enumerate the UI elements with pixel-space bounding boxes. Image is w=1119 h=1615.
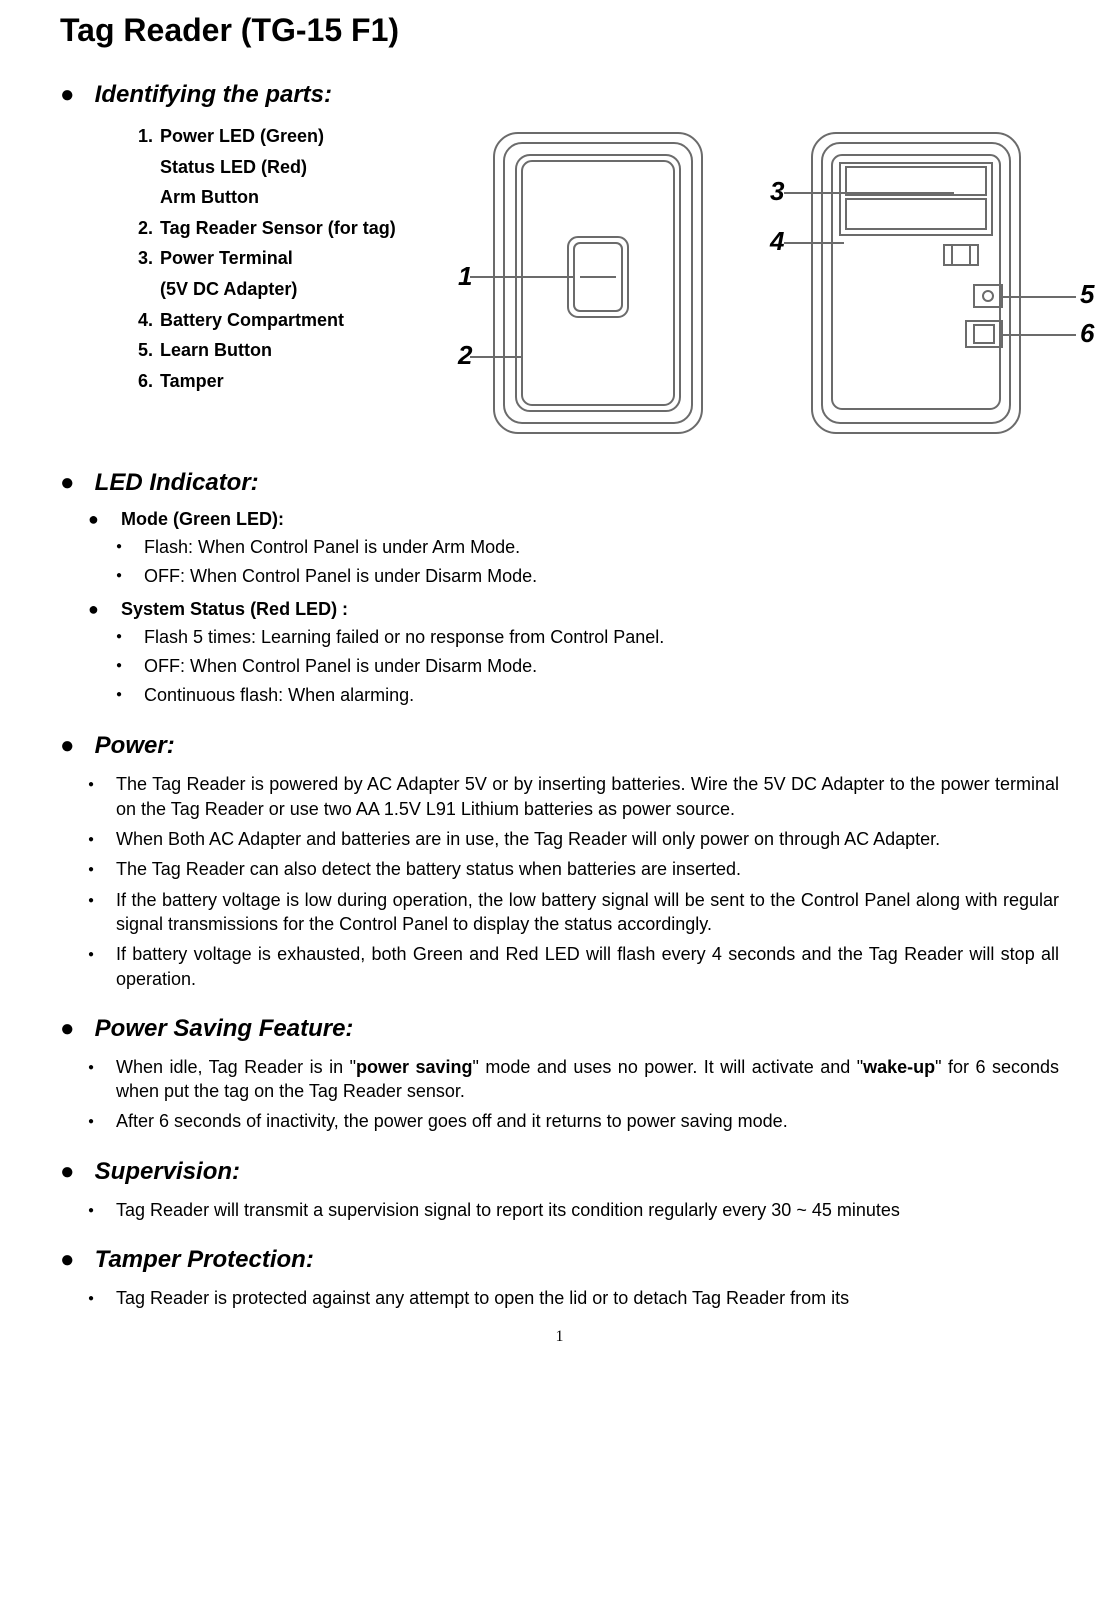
bullet-icon: ●: [116, 653, 144, 679]
power-list: ●The Tag Reader is powered by AC Adapter…: [88, 772, 1059, 990]
part-label: Power Terminal: [160, 243, 293, 274]
list-item: The Tag Reader is powered by AC Adapter …: [116, 772, 1059, 821]
part-num: 6.: [138, 366, 160, 397]
callout-5: 5: [1080, 279, 1095, 309]
device-diagram: 1 2 3 4: [414, 121, 1104, 445]
section-led-heading: ● LED Indicator:: [60, 469, 1059, 497]
section-heading-text: Tamper Protection:: [95, 1246, 314, 1273]
bullet-icon: ●: [88, 857, 116, 881]
part-label: Arm Button: [160, 182, 259, 213]
section-heading-text: Power Saving Feature:: [95, 1015, 354, 1042]
text-bold: wake-up: [863, 1057, 935, 1077]
callout-2: 2: [457, 340, 473, 370]
list-item: Flash 5 times: Learning failed or no res…: [144, 624, 664, 650]
bullet-icon: ●: [60, 1246, 88, 1274]
page-title: Tag Reader (TG-15 F1): [60, 12, 1059, 49]
back-view-icon: 3 4 5 6: [764, 125, 1104, 445]
section-powersaving-heading: ● Power Saving Feature:: [60, 1015, 1059, 1043]
status-list: ●Flash 5 times: Learning failed or no re…: [116, 624, 1059, 708]
section-power-heading: ● Power:: [60, 732, 1059, 760]
part-label: Battery Compartment: [160, 305, 344, 336]
bullet-icon: ●: [88, 827, 116, 851]
list-item: Tag Reader is protected against any atte…: [116, 1286, 849, 1310]
section-heading-text: Identifying the parts:: [95, 81, 332, 108]
callout-4: 4: [769, 226, 785, 256]
text-bold: power saving: [356, 1057, 473, 1077]
bullet-icon: ●: [60, 1158, 88, 1186]
list-item: OFF: When Control Panel is under Disarm …: [144, 563, 537, 589]
list-item: Continuous flash: When alarming.: [144, 682, 414, 708]
bullet-icon: ●: [116, 563, 144, 589]
sub-heading-text: Mode (Green LED):: [121, 509, 284, 529]
tamper-list: ●Tag Reader is protected against any att…: [88, 1286, 1059, 1310]
supervision-list: ●Tag Reader will transmit a supervision …: [88, 1198, 1059, 1222]
section-supervision-heading: ● Supervision:: [60, 1158, 1059, 1186]
bullet-icon: ●: [60, 1015, 88, 1043]
text-frag: " mode and uses no power. It will activa…: [472, 1057, 863, 1077]
bullet-icon: ●: [60, 469, 88, 497]
list-item: After 6 seconds of inactivity, the power…: [116, 1109, 788, 1133]
part-label: Learn Button: [160, 335, 272, 366]
bullet-icon: ●: [60, 81, 88, 109]
list-item: If battery voltage is exhausted, both Gr…: [116, 942, 1059, 991]
callout-6: 6: [1080, 318, 1095, 348]
list-item: OFF: When Control Panel is under Disarm …: [144, 653, 537, 679]
parts-list: 1.Power LED (Green) Status LED (Red) Arm…: [60, 121, 396, 396]
part-label: Tag Reader Sensor (for tag): [160, 213, 396, 244]
bullet-icon: ●: [88, 599, 116, 620]
sub-heading-status: ● System Status (Red LED) :: [88, 599, 1059, 620]
part-num: 3.: [138, 243, 160, 274]
part-label: (5V DC Adapter): [160, 274, 297, 305]
sub-heading-text: System Status (Red LED) :: [121, 599, 348, 619]
bullet-icon: ●: [88, 509, 116, 530]
list-item: Tag Reader will transmit a supervision s…: [116, 1198, 900, 1222]
mode-list: ●Flash: When Control Panel is under Arm …: [116, 534, 1059, 589]
section-identifying-heading: ● Identifying the parts:: [60, 81, 1059, 109]
list-item: If the battery voltage is low during ope…: [116, 888, 1059, 937]
part-num: 2.: [138, 213, 160, 244]
bullet-icon: ●: [88, 1055, 116, 1104]
bullet-icon: ●: [88, 1286, 116, 1310]
section-heading-text: Supervision:: [95, 1158, 240, 1185]
section-heading-text: LED Indicator:: [95, 469, 259, 496]
bullet-icon: ●: [60, 732, 88, 760]
part-label: Status LED (Red): [160, 152, 307, 183]
bullet-icon: ●: [88, 888, 116, 937]
bullet-icon: ●: [88, 1109, 116, 1133]
part-num: 1.: [138, 121, 160, 152]
list-item: The Tag Reader can also detect the batte…: [116, 857, 741, 881]
parts-row: 1.Power LED (Green) Status LED (Red) Arm…: [60, 121, 1059, 445]
front-view-icon: 1 2: [414, 125, 734, 445]
bullet-icon: ●: [88, 1198, 116, 1222]
bullet-icon: ●: [116, 534, 144, 560]
part-label: Power LED (Green): [160, 121, 324, 152]
list-item: When idle, Tag Reader is in "power savin…: [116, 1055, 1059, 1104]
bullet-icon: ●: [88, 942, 116, 991]
section-tamper-heading: ● Tamper Protection:: [60, 1246, 1059, 1274]
text-frag: When idle, Tag Reader is in ": [116, 1057, 356, 1077]
list-item: Flash: When Control Panel is under Arm M…: [144, 534, 520, 560]
bullet-icon: ●: [88, 772, 116, 821]
page-number: 1: [60, 1328, 1059, 1346]
part-num: 5.: [138, 335, 160, 366]
bullet-icon: ●: [116, 682, 144, 708]
section-heading-text: Power:: [95, 732, 175, 759]
bullet-icon: ●: [116, 624, 144, 650]
list-item: When Both AC Adapter and batteries are i…: [116, 827, 940, 851]
sub-heading-mode: ● Mode (Green LED):: [88, 509, 1059, 530]
callout-3: 3: [770, 176, 785, 206]
part-label: Tamper: [160, 366, 224, 397]
powersaving-list: ● When idle, Tag Reader is in "power sav…: [88, 1055, 1059, 1134]
part-num: 4.: [138, 305, 160, 336]
